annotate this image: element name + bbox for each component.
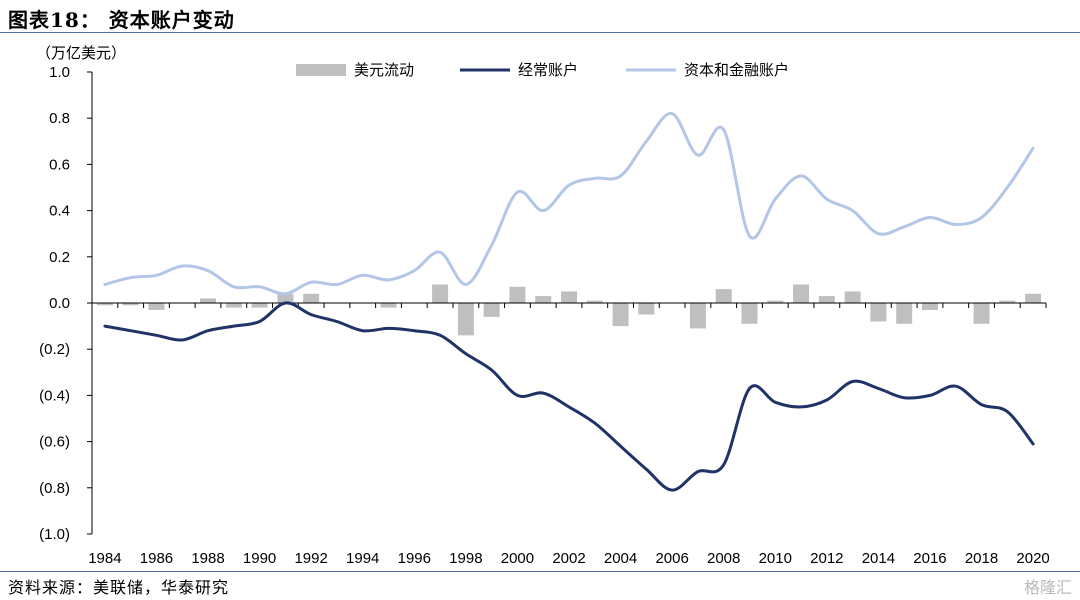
source-note: 资料来源：美联储，华泰研究	[8, 578, 230, 597]
bar-2003	[586, 300, 603, 303]
x-tick-label: 2010	[759, 550, 792, 567]
title-rule	[0, 32, 1080, 33]
y-tick-label: 1.0	[49, 64, 70, 81]
source-rule	[0, 571, 1080, 572]
bar-2016	[921, 303, 938, 310]
bar-1985	[122, 303, 139, 306]
bar-series	[96, 284, 1042, 336]
x-tick-label: 2014	[862, 550, 895, 567]
y-tick-label: (1.0)	[39, 526, 70, 543]
bar-2015	[896, 303, 913, 324]
x-tick-label: 2002	[552, 550, 585, 567]
bar-1992	[303, 293, 320, 303]
y-tick-label: (0.2)	[39, 341, 70, 358]
x-tick-label: 2000	[501, 550, 534, 567]
bar-1988	[200, 298, 217, 303]
bar-2008	[715, 289, 732, 303]
chart-canvas: 1.0 0.8 0.6 0.4 0.2 0.0 (0.2) (0.4) (0.6) (0.8) (1…	[39, 61, 1050, 567]
x-tick-label: 2006	[655, 550, 688, 567]
bar-1995	[380, 303, 397, 308]
legend-label: 美元流动	[354, 61, 414, 79]
bar-1991	[277, 293, 294, 303]
bar-1999	[483, 303, 500, 317]
x-tick-label: 1996	[398, 550, 431, 567]
bar-2012	[818, 296, 835, 303]
legend: 美元流动 经常账户 资本和金融账户	[296, 61, 789, 79]
bar-2014	[870, 303, 887, 322]
x-tick-label: 1992	[294, 550, 327, 567]
bar-2005	[638, 303, 655, 315]
bar-2007	[689, 303, 706, 329]
x-tick-label: 1984	[88, 550, 121, 567]
x-tick-label: 1988	[191, 550, 224, 567]
capital-financial-account-line	[103, 112, 1035, 296]
x-tick-label: 1994	[346, 550, 379, 567]
legend-label: 经常账户	[518, 61, 578, 79]
x-tick-label: 1998	[449, 550, 482, 567]
tick-labels: 1.0 0.8 0.6 0.4 0.2 0.0 (0.2) (0.4) (0.6) (0.8) (1…	[39, 64, 1050, 567]
current-account-line	[103, 301, 1035, 492]
x-tick-label: 1986	[140, 550, 173, 567]
bar-2019	[999, 300, 1016, 303]
bar-1997	[432, 284, 449, 303]
figure-title: 图表18： 资本账户变动	[8, 8, 235, 32]
x-tick-label: 2004	[604, 550, 637, 567]
line-series	[103, 112, 1035, 492]
bar-1986	[148, 303, 165, 310]
y-tick-label: 0.6	[49, 156, 70, 173]
bar-1998	[457, 303, 474, 336]
y-tick-label: (0.8)	[39, 480, 70, 497]
watermark-logo: 格隆汇	[1023, 578, 1072, 597]
bar-1989	[225, 303, 242, 308]
y-tick-label: 0.2	[49, 249, 70, 266]
legend-label: 资本和金融账户	[684, 61, 789, 79]
bar-2004	[612, 303, 629, 327]
bar-2002	[561, 291, 577, 303]
bar-1984	[96, 303, 113, 306]
x-tick-label: 2020	[1016, 550, 1049, 567]
bar-1990	[251, 303, 268, 308]
bar-2010	[767, 300, 784, 303]
bar-2009	[741, 303, 758, 324]
y-tick-label: 0.8	[49, 110, 70, 127]
x-tick-label: 2008	[707, 550, 740, 567]
bar-2013	[844, 291, 861, 303]
x-tick-label: 2012	[810, 550, 843, 567]
y-tick-label: 0.4	[49, 203, 70, 220]
x-tick-label: 1990	[243, 550, 276, 567]
bar-2018	[973, 303, 990, 324]
axes	[87, 71, 1047, 535]
bar-2020	[1025, 293, 1042, 303]
x-tick-label: 2018	[965, 550, 998, 567]
y-tick-label: (0.4)	[39, 387, 70, 404]
x-tick-label: 2016	[913, 550, 946, 567]
bar-2011	[793, 284, 810, 303]
bar-2000	[509, 286, 526, 303]
bar-2001	[535, 296, 552, 303]
y-tick-label: 0.0	[49, 295, 70, 312]
legend-swatch-bar	[296, 64, 346, 76]
y-axis-unit: （万亿美元）	[36, 44, 127, 62]
y-tick-label: (0.6)	[39, 434, 70, 451]
